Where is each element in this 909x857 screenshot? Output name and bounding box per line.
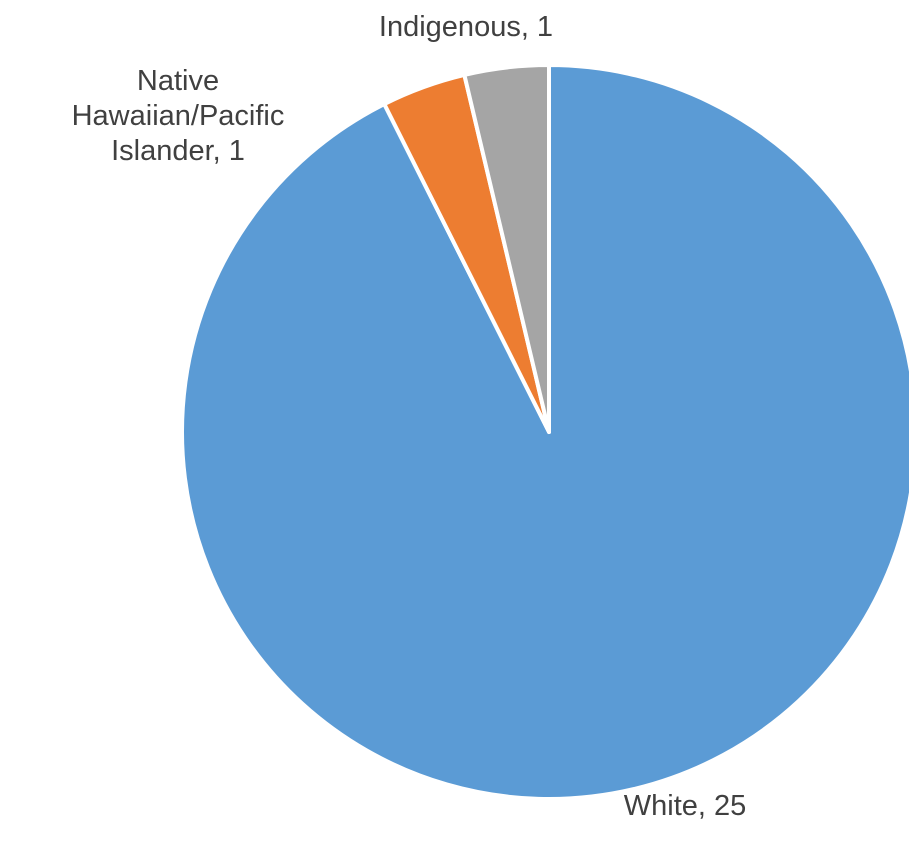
pie-slices xyxy=(180,63,909,801)
data-label-native-hawaiian-pacific-islander: Native Hawaiian/Pacific Islander, 1 xyxy=(72,65,285,167)
data-label-line: White, 25 xyxy=(624,790,747,822)
data-label-line: Islander, 1 xyxy=(111,135,245,167)
data-label-line: Hawaiian/Pacific xyxy=(72,100,285,132)
data-label-line: Native xyxy=(137,65,219,97)
pie-slice-white xyxy=(180,63,909,801)
data-label-white: White, 25 xyxy=(624,790,747,822)
pie-slice-indigenous xyxy=(462,63,551,434)
pie-data-labels: White, 25 Native Hawaiian/Pacific Islander,… xyxy=(72,11,747,822)
data-label-indigenous: Indigenous, 1 xyxy=(379,11,553,43)
data-label-line: Indigenous, 1 xyxy=(379,11,553,43)
